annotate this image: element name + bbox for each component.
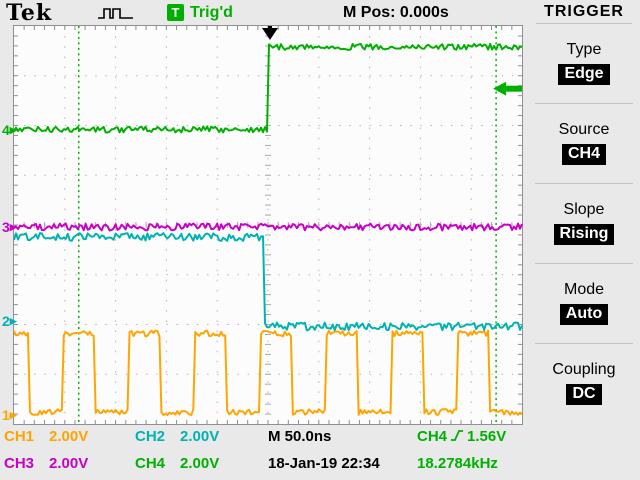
top-status-bar: Tek T Trig'd M Pos: 0.000s <box>0 0 640 26</box>
menu-item-label: Mode <box>563 281 605 298</box>
waveform-display: 4▶ 1▶ 3▶ 2▶ <box>2 25 523 425</box>
trigger-status: Trig'd <box>190 4 233 21</box>
acquisition-waveform-icon <box>97 5 135 26</box>
marker-arrow-icon: ▶ <box>9 222 17 232</box>
menu-item-value[interactable]: DC <box>566 384 602 405</box>
ch2-level-marker: 2▶ <box>2 313 17 329</box>
menu-title-rule <box>536 23 632 24</box>
trigger-t-icon: T <box>167 4 184 21</box>
timebase-readout: M 50.0ns <box>268 428 332 445</box>
ch1-scale-readout: CH1 2.00V <box>4 428 89 445</box>
datetime-readout: 18-Jan-19 22:34 <box>268 455 380 472</box>
menu-item-label: Type <box>566 41 602 58</box>
trigger-menu: TRIGGER Type Edge Source CH4 Slope Risin… <box>528 0 640 480</box>
ch1-level-marker: 1▶ <box>2 407 17 423</box>
trigger-level-readout: CH4 1.56V <box>417 428 507 446</box>
ch4-level-marker: 4▶ <box>2 122 17 138</box>
menu-item-mode[interactable]: Mode Auto <box>535 264 633 344</box>
waveform-svg <box>13 26 523 424</box>
rising-edge-icon <box>450 429 464 446</box>
ch3-level-marker: 3▶ <box>2 219 17 235</box>
ch2-scale-readout: CH2 2.00V <box>135 428 220 445</box>
trigger-frequency-readout: 18.2784kHz <box>417 455 498 472</box>
menu-item-label: Coupling <box>552 361 616 378</box>
menu-item-value[interactable]: CH4 <box>561 144 606 165</box>
ch4-scale-readout: CH4 2.00V <box>135 455 220 472</box>
menu-item-slope[interactable]: Slope Rising <box>535 184 633 264</box>
readout-bar: CH1 2.00V CH2 2.00V M 50.0ns CH4 1.56V CH3 2… <box>0 425 640 480</box>
menu-item-source[interactable]: Source CH4 <box>535 104 633 184</box>
menu-item-value[interactable]: Edge <box>558 64 610 85</box>
ch3-scale-readout: CH3 2.00V <box>4 455 89 472</box>
horizontal-position-readout: M Pos: 0.000s <box>343 4 449 21</box>
menu-item-value[interactable]: Rising <box>553 224 615 245</box>
marker-arrow-icon: ▶ <box>9 125 17 135</box>
menu-title: TRIGGER <box>544 3 624 20</box>
menu-item-label: Source <box>558 121 610 138</box>
menu-item-coupling[interactable]: Coupling DC <box>528 344 640 424</box>
marker-arrow-icon: ▶ <box>9 316 17 326</box>
menu-item-value[interactable]: Auto <box>559 304 609 325</box>
marker-arrow-icon: ▶ <box>9 410 17 420</box>
menu-item-type[interactable]: Type Edge <box>535 24 633 104</box>
tek-logo: Tek <box>6 0 53 26</box>
menu-item-label: Slope <box>563 201 605 218</box>
